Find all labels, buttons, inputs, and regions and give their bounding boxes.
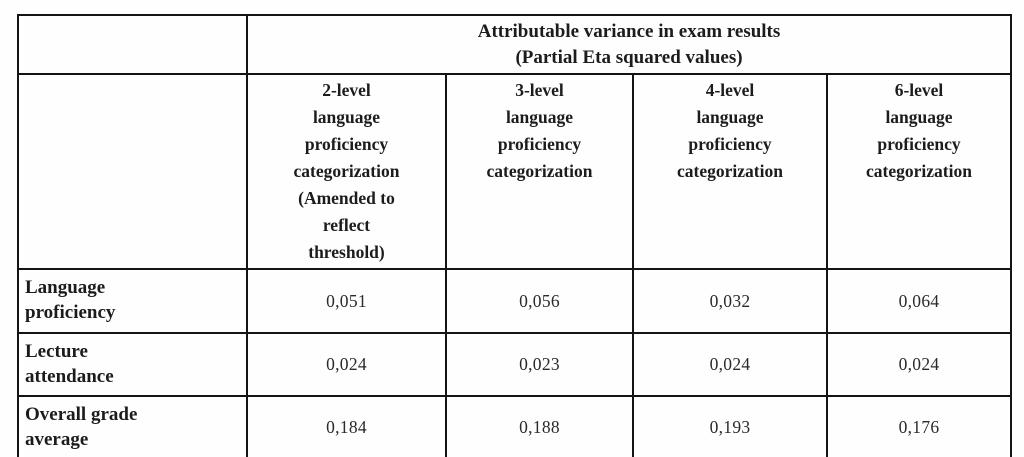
- table-title-row: Attributable variance in exam results (P…: [17, 14, 1012, 75]
- attributable-variance-table: Attributable variance in exam results (P…: [17, 14, 1012, 457]
- table-row: Overall grade average 0,184 0,188 0,193 …: [17, 395, 1012, 457]
- column-header-3-level: 3-level language proficiency categorizat…: [445, 73, 634, 270]
- row-label-language-proficiency: Language proficiency: [17, 268, 248, 334]
- value-cell: 0,188: [445, 395, 634, 457]
- value-cell: 0,024: [826, 332, 1012, 397]
- value-cell: 0,176: [826, 395, 1012, 457]
- row-label-overall-grade-average: Overall grade average: [17, 395, 248, 457]
- value-cell: 0,023: [445, 332, 634, 397]
- value-cell: 0,064: [826, 268, 1012, 334]
- value-cell: 0,184: [246, 395, 447, 457]
- empty-corner-cell-bottom: [17, 73, 248, 270]
- value-cell: 0,024: [632, 332, 828, 397]
- column-header-6-level: 6-level language proficiency categorizat…: [826, 73, 1012, 270]
- table-row: Language proficiency 0,051 0,056 0,032 0…: [17, 268, 1012, 334]
- column-header-row: 2-level language proficiency categorizat…: [17, 73, 1012, 270]
- column-header-2-level: 2-level language proficiency categorizat…: [246, 73, 447, 270]
- table-row: Lecture attendance 0,024 0,023 0,024 0,0…: [17, 332, 1012, 397]
- table-title: Attributable variance in exam results (P…: [246, 14, 1012, 75]
- column-header-4-level: 4-level language proficiency categorizat…: [632, 73, 828, 270]
- empty-corner-cell-top: [17, 14, 248, 75]
- value-cell: 0,056: [445, 268, 634, 334]
- value-cell: 0,024: [246, 332, 447, 397]
- value-cell: 0,193: [632, 395, 828, 457]
- value-cell: 0,032: [632, 268, 828, 334]
- row-label-lecture-attendance: Lecture attendance: [17, 332, 248, 397]
- value-cell: 0,051: [246, 268, 447, 334]
